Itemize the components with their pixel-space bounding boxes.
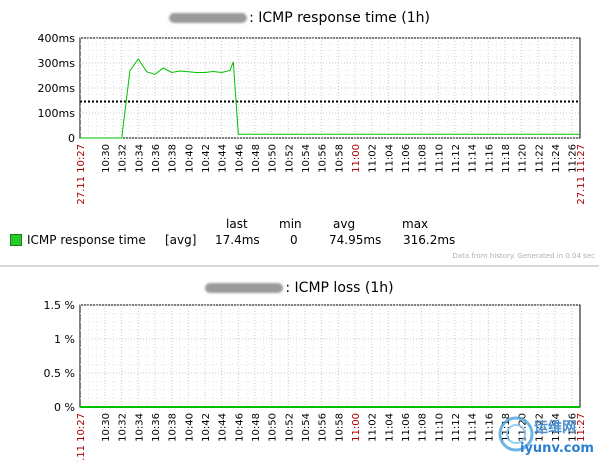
series-line: [80, 58, 580, 139]
panel-separator: [0, 265, 599, 267]
x-tick-label: 11:04: [384, 413, 395, 442]
legend-func: [avg]: [165, 233, 197, 247]
x-tick-label: 11:04: [384, 144, 395, 173]
loss-chart: 1.5 % 1 % 0.5 % 0 %27.11 10:27 10:30 10:32 10:…: [44, 299, 587, 462]
x-tick-label: 11:00: [351, 413, 362, 442]
y-tick-label: 0 %: [54, 401, 75, 414]
redacted-hostname: [205, 283, 284, 293]
x-tick-label: 10:50: [268, 413, 279, 442]
x-tick-label: 10:30: [101, 413, 112, 442]
x-tick-label: 10:36: [151, 144, 162, 173]
x-tick-label: 11:16: [484, 144, 495, 173]
legend-swatch: [10, 234, 22, 246]
x-tick-label: 10:38: [168, 144, 179, 173]
legend-last: 17.4ms: [215, 233, 260, 247]
x-start-label: 27.11 10:27: [76, 413, 87, 462]
legend-header-min: min: [279, 217, 302, 231]
x-tick-label: 11:00: [351, 144, 362, 173]
x-tick-label: 10:42: [201, 413, 212, 442]
x-tick-label: 10:52: [284, 413, 295, 442]
x-tick-label: 10:44: [218, 144, 229, 173]
x-tick-label: 10:46: [234, 413, 245, 442]
x-tick-label: 10:52: [284, 144, 295, 173]
x-tick-label: 10:44: [218, 413, 229, 442]
x-tick-label: 11:26: [568, 144, 579, 173]
x-tick-label: 10:46: [234, 144, 245, 173]
redacted-hostname: [169, 13, 248, 23]
x-tick-label: 10:58: [334, 413, 345, 442]
chart-title: : ICMP response time (1h): [0, 10, 599, 26]
x-tick-label: 11:02: [368, 144, 379, 173]
x-tick-label: 11:22: [534, 144, 545, 173]
legend-header-avg: avg: [333, 217, 356, 231]
x-tick-label: 11:08: [418, 144, 429, 173]
x-tick-label: 10:54: [301, 144, 312, 173]
y-tick-label: 1.5 %: [44, 299, 75, 312]
x-tick-label: 11:24: [551, 144, 562, 173]
x-tick-label: 10:48: [251, 144, 262, 173]
x-tick-label: 10:48: [251, 413, 262, 442]
chart-title: : ICMP loss (1h): [0, 280, 599, 296]
x-tick-label: 11:18: [501, 413, 512, 442]
watermark-url: iyunv.com: [520, 441, 594, 456]
x-tick-label: 11:14: [468, 413, 479, 442]
x-tick-label: 11:26: [568, 413, 579, 442]
legend-row: ICMP response time [avg] 17.4ms 0 74.95m…: [10, 233, 590, 247]
x-tick-label: 11:14: [468, 144, 479, 173]
x-tick-label: 10:54: [301, 413, 312, 442]
watermark-cn: 运维网: [534, 419, 576, 436]
x-tick-label: 10:40: [184, 144, 195, 173]
x-tick-label: 11:06: [401, 413, 412, 442]
legend-series-name: ICMP response time: [27, 233, 146, 247]
x-tick-label: 10:32: [118, 144, 129, 173]
x-tick-label: 10:34: [134, 413, 145, 442]
x-tick-label: 10:32: [118, 413, 129, 442]
footnote: Data from history. Generated in 0.04 sec: [452, 252, 595, 260]
x-tick-label: 11:22: [534, 413, 545, 442]
x-tick-label: 10:34: [134, 144, 145, 173]
legend-header-last: last: [226, 217, 248, 231]
legend-avg: 74.95ms: [329, 233, 382, 247]
chart-title-text: ICMP response time (1h): [258, 10, 430, 26]
y-tick-label: 0: [68, 132, 75, 145]
y-tick-label: 100ms: [38, 107, 76, 120]
x-tick-label: 10:56: [318, 144, 329, 173]
x-tick-label: 11:10: [434, 144, 445, 173]
legend-min: 0: [290, 233, 298, 247]
x-start-label: 27.11 10:27: [76, 144, 87, 205]
x-tick-label: 10:58: [334, 144, 345, 173]
response-time-panel: : ICMP response time (1h) 400ms 300ms 200m…: [0, 10, 599, 260]
x-tick-label: 11:16: [484, 413, 495, 442]
x-tick-label: 10:40: [184, 413, 195, 442]
chart-title-text: ICMP loss (1h): [294, 280, 394, 296]
y-tick-label: 1 %: [54, 333, 75, 346]
x-tick-label: 10:50: [268, 144, 279, 173]
y-tick-label: 300ms: [38, 57, 76, 70]
legend-max: 316.2ms: [403, 233, 456, 247]
y-tick-label: 0.5 %: [44, 367, 75, 380]
x-end-label: 11:27: [576, 413, 587, 442]
x-tick-label: 10:30: [101, 144, 112, 173]
x-tick-label: 11:12: [451, 144, 462, 173]
x-tick-label: 10:36: [151, 413, 162, 442]
x-tick-label: 11:24: [551, 413, 562, 442]
x-tick-label: 11:10: [434, 413, 445, 442]
x-end-label: 27.11 11:27: [576, 144, 587, 205]
y-tick-label: 200ms: [38, 82, 76, 95]
x-tick-label: 11:18: [501, 144, 512, 173]
x-tick-label: 11:08: [418, 413, 429, 442]
legend-header-max: max: [402, 217, 429, 231]
x-tick-label: 11:12: [451, 413, 462, 442]
x-tick-label: 10:42: [201, 144, 212, 173]
x-tick-label: 10:38: [168, 413, 179, 442]
x-tick-label: 11:06: [401, 144, 412, 173]
response-time-chart: 400ms 300ms 200ms 100ms 027.11 10:27 10:30 10:…: [38, 32, 587, 205]
y-tick-label: 400ms: [38, 32, 76, 45]
watermark-logo: 运维网 iyunv.com: [498, 416, 594, 456]
x-tick-label: 11:20: [518, 144, 529, 173]
x-tick-label: 11:02: [368, 413, 379, 442]
x-tick-label: 10:56: [318, 413, 329, 442]
